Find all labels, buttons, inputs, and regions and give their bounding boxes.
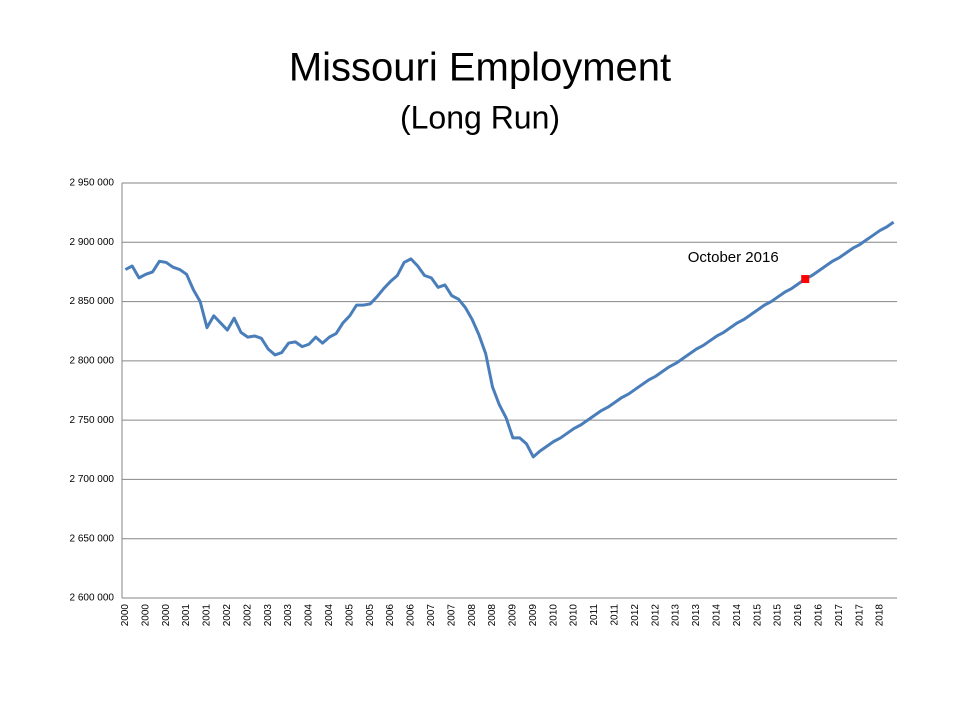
x-tick-label: 2010 [569,604,580,627]
y-tick-label: 2 600 000 [70,593,115,604]
x-tick-label: 2007 [446,604,457,627]
x-tick-label: 2003 [283,604,294,627]
x-tick-label: 2011 [610,604,621,626]
x-tick-label: 2005 [344,604,355,627]
x-tick-label: 2007 [426,604,437,627]
x-tick-label: 2015 [773,604,784,627]
x-tick-label: 2000 [161,604,172,627]
x-tick-label: 2005 [365,604,376,627]
x-tick-label: 2003 [263,604,274,627]
y-tick-label: 2 800 000 [70,355,115,366]
annotation: October 2016 [688,249,779,266]
x-tick-label: 2016 [793,604,804,627]
y-tick-label: 2 900 000 [70,237,115,248]
x-tick-label: 2011 [589,604,600,626]
x-tick-label: 2008 [467,604,478,627]
x-tick-label: 2009 [528,604,539,627]
x-tick-label: 2002 [222,604,233,627]
x-tick-label: 2016 [813,604,824,627]
y-tick-label: 2 750 000 [70,415,115,426]
x-tick-label: 2009 [508,604,519,627]
x-tick-label: 2017 [834,604,845,627]
x-tick-label: 2010 [548,604,559,627]
x-tick-label: 2015 [752,604,763,627]
chart-subtitle: (Long Run) [400,99,560,135]
x-tick-label: 2002 [242,604,253,627]
y-tick-label: 2 700 000 [70,474,115,485]
x-tick-label: 2014 [732,604,743,627]
x-tick-label: 2004 [324,604,335,627]
line-series [124,220,895,459]
y-tick-label: 2 650 000 [70,533,115,544]
x-tick-label: 2006 [385,604,396,627]
x-tick-label: 2008 [487,604,498,627]
x-tick-label: 2000 [120,604,131,627]
x-tick-label: 2012 [630,604,641,627]
x-tick-label: 2004 [304,604,315,627]
x-tick-label: 2012 [650,604,661,627]
y-tick-label: 2 950 000 [70,178,115,189]
x-tick-label: 2001 [181,604,192,627]
x-tick-label: 2014 [711,604,722,627]
x-tick-label: 2013 [671,604,682,627]
x-tick-label: 2017 [854,604,865,627]
highlight-marker [801,275,810,284]
chart-title: Missouri Employment [289,46,671,90]
x-tick-label: 2000 [140,604,151,627]
x-tick-label: 2001 [202,604,213,627]
y-tick-label: 2 850 000 [70,296,115,307]
x-tick-label: 2006 [406,604,417,627]
x-tick-label: 2013 [691,604,702,627]
x-tick-label: 2018 [875,604,886,627]
